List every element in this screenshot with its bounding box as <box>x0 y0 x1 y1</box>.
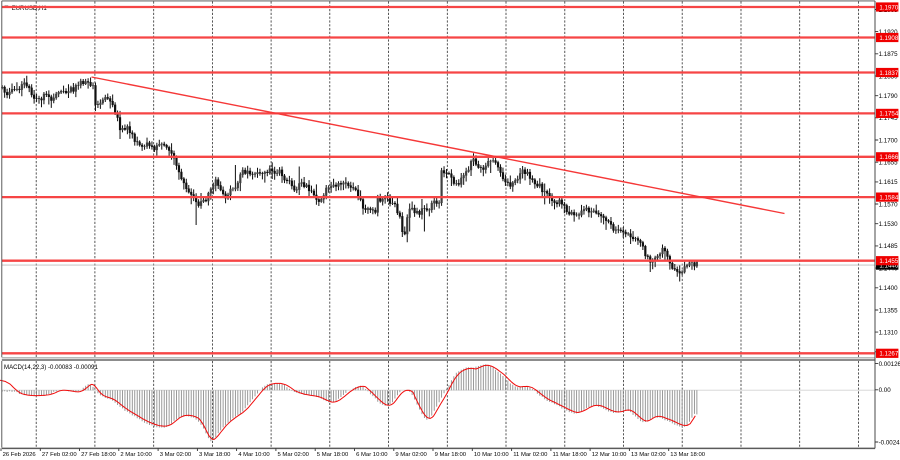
svg-text:0.00126: 0.00126 <box>879 361 900 368</box>
svg-text:1.1920: 1.1920 <box>879 29 898 36</box>
svg-text:1.1908: 1.1908 <box>879 35 898 42</box>
svg-text:5 Mar 02:00: 5 Mar 02:00 <box>278 452 310 458</box>
svg-text:1.1455: 1.1455 <box>879 258 898 265</box>
svg-text:0.00: 0.00 <box>879 387 892 394</box>
svg-text:1.1790: 1.1790 <box>879 93 898 100</box>
svg-text:1.1875: 1.1875 <box>879 51 898 58</box>
svg-text:9 Mar 02:00: 9 Mar 02:00 <box>395 452 427 458</box>
svg-text:27 Feb 02:00: 27 Feb 02:00 <box>42 452 77 458</box>
svg-text:1.1700: 1.1700 <box>879 137 898 144</box>
svg-text:1.1570: 1.1570 <box>879 201 898 208</box>
svg-text:10 Mar 10:00: 10 Mar 10:00 <box>474 452 509 458</box>
svg-text:1.1355: 1.1355 <box>879 307 898 314</box>
svg-text:5 Mar 18:00: 5 Mar 18:00 <box>317 452 349 458</box>
svg-text:4 Mar 10:00: 4 Mar 10:00 <box>238 452 270 458</box>
svg-text:12 Mar 10:00: 12 Mar 10:00 <box>592 452 627 458</box>
svg-text:11 Mar 18:00: 11 Mar 18:00 <box>553 452 588 458</box>
svg-text:1.1485: 1.1485 <box>879 243 898 250</box>
svg-text:6 Mar 10:00: 6 Mar 10:00 <box>356 452 388 458</box>
svg-text:1.1530: 1.1530 <box>879 221 898 228</box>
svg-text:1.1970: 1.1970 <box>879 4 898 11</box>
svg-text:MACD(14,22,3) -0.00083 -0.0009: MACD(14,22,3) -0.00083 -0.00091 <box>4 364 98 371</box>
svg-text:EURUSD,H1: EURUSD,H1 <box>12 5 48 12</box>
svg-text:1.1446: 1.1446 <box>879 262 898 269</box>
svg-text:1.1745: 1.1745 <box>879 115 898 122</box>
svg-text:1.1655: 1.1655 <box>879 160 898 167</box>
svg-text:1.1400: 1.1400 <box>879 285 898 292</box>
svg-text:1.1837: 1.1837 <box>879 70 898 77</box>
svg-text:1.1754: 1.1754 <box>879 111 898 118</box>
svg-text:3 Mar 18:00: 3 Mar 18:00 <box>199 452 231 458</box>
svg-text:13 Mar 02:00: 13 Mar 02:00 <box>631 452 666 458</box>
svg-text:1.1267: 1.1267 <box>879 351 898 358</box>
svg-text:1.1666: 1.1666 <box>879 154 898 161</box>
svg-text:9 Mar 18:00: 9 Mar 18:00 <box>435 452 467 458</box>
svg-text:27 Feb 18:00: 27 Feb 18:00 <box>81 452 116 458</box>
svg-text:2 Mar 10:00: 2 Mar 10:00 <box>120 452 152 458</box>
svg-text:11 Mar 02:00: 11 Mar 02:00 <box>513 452 548 458</box>
svg-text:13 Mar 18:00: 13 Mar 18:00 <box>670 452 705 458</box>
svg-text:26 Feb 2026: 26 Feb 2026 <box>3 452 37 458</box>
svg-text:-0.00243: -0.00243 <box>879 439 900 446</box>
svg-text:3 Mar 02:00: 3 Mar 02:00 <box>160 452 192 458</box>
svg-text:1.1310: 1.1310 <box>879 329 898 336</box>
svg-text:1.1615: 1.1615 <box>879 179 898 186</box>
svg-text:1.1584: 1.1584 <box>879 194 898 201</box>
